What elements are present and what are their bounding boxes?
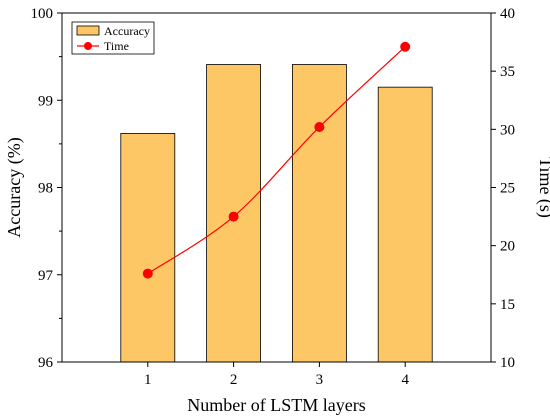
y2-axis-title: Time (s): [535, 157, 550, 218]
y2-tick-label: 25: [500, 181, 515, 197]
y-axis-title: Accuracy (%): [4, 137, 25, 237]
y2-tick-label: 20: [500, 239, 515, 255]
legend-swatch-accuracy: [76, 25, 100, 36]
y-tick-label: 97: [38, 268, 54, 284]
legend: Accuracy Time: [71, 21, 155, 55]
accuracy-bar-1: [120, 133, 176, 363]
y-tick-label: 99: [38, 93, 53, 109]
time-point-2: [228, 211, 239, 222]
y2-tick-label: 15: [500, 297, 515, 313]
bars-layer: [120, 64, 433, 363]
y-tick-label: 98: [38, 181, 53, 197]
y2-tick-label: 10: [500, 355, 515, 371]
time-point-1: [142, 268, 153, 279]
legend-label-accuracy: Accuracy: [104, 24, 150, 38]
x-tick-label: 4: [401, 372, 409, 388]
time-point-3: [314, 122, 325, 133]
legend-label-time: Time: [104, 39, 129, 53]
y-tick-label: 96: [38, 355, 54, 371]
x-axis-title: Number of LSTM layers: [187, 395, 365, 415]
y2-tick-label: 30: [500, 122, 515, 138]
y2-tick-label: 40: [500, 6, 515, 22]
accuracy-bar-4: [377, 86, 433, 363]
time-line: [147, 46, 406, 275]
legend-swatch-time-marker: [84, 42, 92, 50]
y2-tick-label: 35: [500, 64, 515, 80]
x-tick-label: 2: [230, 372, 238, 388]
time-line-layer: [142, 41, 411, 279]
ticks-layer: 1 2 3 4 96 97 98 99 100 10 15 20 25 30 35 40: [31, 6, 516, 388]
y-tick-label: 100: [31, 6, 54, 22]
accuracy-bar-3: [291, 64, 347, 363]
time-point-4: [400, 41, 411, 52]
x-tick-label: 3: [316, 372, 324, 388]
x-tick-label: 1: [144, 372, 152, 388]
